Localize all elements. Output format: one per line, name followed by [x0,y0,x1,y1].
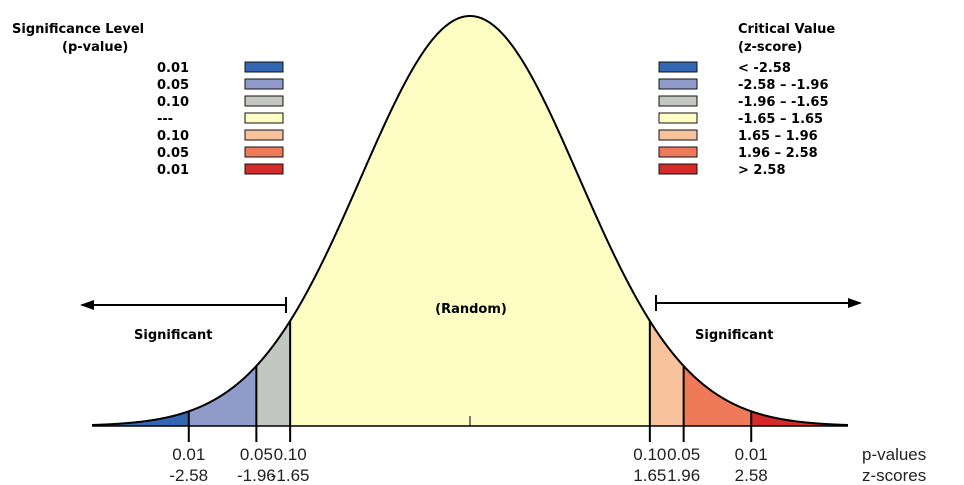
right-legend-title: Critical Value [738,22,835,37]
right-legend-label-5: 1.96 – 2.58 [738,146,818,161]
left-legend-swatch-3 [244,112,284,124]
right-legend-label-0: < -2.58 [738,61,791,76]
right-legend-label-2: -1.96 – -1.65 [738,95,829,110]
p-value-tick-label: 0.05 [240,445,273,464]
z-score-tick-label: -1.96 [237,466,276,485]
axis-labels: 0.01-2.580.05-1.960.10-1.650.101.650.051… [169,445,767,485]
left-legend-label-6: 0.01 [157,163,189,178]
z-score-tick-label: 2.58 [735,466,768,485]
left-legend-swatch-2 [244,95,284,107]
left-legend-title: Significance Level [12,22,144,37]
p-value-tick-label: 0.01 [172,445,205,464]
curve-fill-group [92,16,848,426]
left-legend-swatch-1 [244,78,284,90]
p-value-tick-label: 0.10 [633,445,666,464]
left-legend-subtitle: (p-value) [62,40,128,55]
right-legend-label-1: -2.58 – -1.96 [738,78,829,93]
left-legend-label-2: 0.10 [157,95,189,110]
critical-value-legend: Critical Value (z-score) < -2.58 -2.58 – … [658,22,835,178]
curve-region-far-left [92,411,189,426]
z-score-tick-label: 1.96 [667,466,700,485]
random-label: (Random) [435,302,507,317]
left-significant-label: Significant [134,328,212,343]
curve-region-center [290,16,650,426]
z-score-tick-label: -2.58 [169,466,208,485]
left-legend-swatch-0 [244,61,284,73]
curve-region-far-right [751,411,848,426]
right-legend-swatch-6 [658,163,698,175]
axis-ticks [187,426,753,442]
bell-curve-outline [91,14,849,426]
right-significant-label: Significant [695,328,773,343]
left-legend-swatch-4 [244,129,284,141]
significance-level-legend: Significance Level (p-value) 0.01 0.05 0.1… [12,22,284,178]
right-legend-label-3: -1.65 – 1.65 [738,112,823,127]
left-legend-label-5: 0.05 [157,146,189,161]
curve-region-near-left [256,320,291,426]
right-legend-label-4: 1.65 – 1.96 [738,129,818,144]
right-legend-swatch-3 [658,112,698,124]
p-value-tick-label: 0.10 [274,445,307,464]
right-legend-swatch-4 [658,129,698,141]
left-legend-label-4: 0.10 [157,129,189,144]
z-score-tick-label: -1.65 [271,466,310,485]
left-legend-swatch-6 [244,163,284,175]
left-legend-label-1: 0.05 [157,78,189,93]
left-legend-label-3: --- [157,112,173,127]
right-legend-swatch-0 [658,61,698,73]
critical-boundary-lines [187,320,753,426]
p-values-row-label: p-values [862,445,926,464]
right-legend-swatch-2 [658,95,698,107]
z-score-tick-label: 1.65 [633,466,666,485]
curve-region-near-right [649,320,684,426]
right-legend-swatch-1 [658,78,698,90]
right-legend-subtitle: (z-score) [738,40,802,55]
left-legend-swatch-5 [244,146,284,158]
z-scores-row-label: z-scores [862,466,926,485]
p-value-tick-label: 0.01 [735,445,768,464]
p-value-tick-label: 0.05 [667,445,700,464]
left-legend-label-0: 0.01 [157,61,189,76]
right-legend-swatch-5 [658,146,698,158]
right-legend-label-6: > 2.58 [738,163,786,178]
